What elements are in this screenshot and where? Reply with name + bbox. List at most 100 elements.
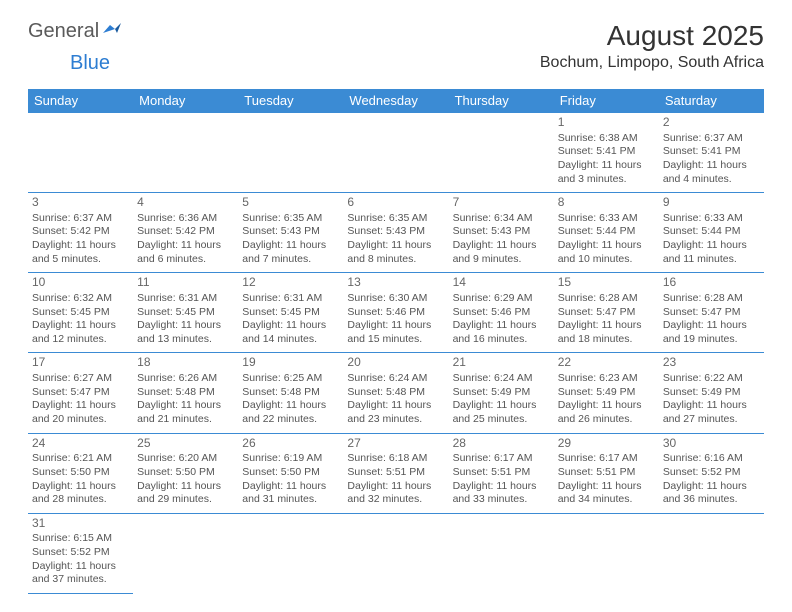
calendar-cell: [133, 113, 238, 193]
day-number: 22: [558, 355, 655, 371]
sunset-text: Sunset: 5:49 PM: [663, 386, 760, 400]
sunset-text: Sunset: 5:49 PM: [453, 386, 550, 400]
sunset-text: Sunset: 5:44 PM: [558, 225, 655, 239]
calendar-table: Sunday Monday Tuesday Wednesday Thursday…: [28, 89, 764, 594]
sunset-text: Sunset: 5:43 PM: [453, 225, 550, 239]
sunset-text: Sunset: 5:51 PM: [558, 466, 655, 480]
daylight-text: Daylight: 11 hours: [558, 239, 655, 253]
day-number: 7: [453, 195, 550, 211]
sunrise-text: Sunrise: 6:25 AM: [242, 372, 339, 386]
calendar-cell: 19Sunrise: 6:25 AMSunset: 5:48 PMDayligh…: [238, 353, 343, 433]
sunrise-text: Sunrise: 6:16 AM: [663, 452, 760, 466]
daylight-text: and 6 minutes.: [137, 253, 234, 267]
day-number: 4: [137, 195, 234, 211]
sunrise-text: Sunrise: 6:17 AM: [453, 452, 550, 466]
day-header: Thursday: [449, 89, 554, 113]
day-number: 28: [453, 436, 550, 452]
day-number: 29: [558, 436, 655, 452]
day-number: 16: [663, 275, 760, 291]
calendar-cell: 25Sunrise: 6:20 AMSunset: 5:50 PMDayligh…: [133, 433, 238, 513]
day-number: 11: [137, 275, 234, 291]
daylight-text: and 37 minutes.: [32, 573, 129, 587]
sunrise-text: Sunrise: 6:37 AM: [663, 132, 760, 146]
sunset-text: Sunset: 5:49 PM: [558, 386, 655, 400]
daylight-text: and 28 minutes.: [32, 493, 129, 507]
sunrise-text: Sunrise: 6:22 AM: [663, 372, 760, 386]
daylight-text: Daylight: 11 hours: [242, 319, 339, 333]
daylight-text: and 23 minutes.: [347, 413, 444, 427]
calendar-cell: 10Sunrise: 6:32 AMSunset: 5:45 PMDayligh…: [28, 273, 133, 353]
sunrise-text: Sunrise: 6:34 AM: [453, 212, 550, 226]
calendar-cell: 18Sunrise: 6:26 AMSunset: 5:48 PMDayligh…: [133, 353, 238, 433]
daylight-text: and 15 minutes.: [347, 333, 444, 347]
day-number: 1: [558, 115, 655, 131]
sunset-text: Sunset: 5:50 PM: [137, 466, 234, 480]
daylight-text: and 25 minutes.: [453, 413, 550, 427]
daylight-text: and 26 minutes.: [558, 413, 655, 427]
calendar-cell: 1Sunrise: 6:38 AMSunset: 5:41 PMDaylight…: [554, 113, 659, 193]
calendar-cell: 5Sunrise: 6:35 AMSunset: 5:43 PMDaylight…: [238, 193, 343, 273]
sunrise-text: Sunrise: 6:21 AM: [32, 452, 129, 466]
sunrise-text: Sunrise: 6:17 AM: [558, 452, 655, 466]
calendar-cell: 3Sunrise: 6:37 AMSunset: 5:42 PMDaylight…: [28, 193, 133, 273]
daylight-text: and 18 minutes.: [558, 333, 655, 347]
daylight-text: and 22 minutes.: [242, 413, 339, 427]
daylight-text: Daylight: 11 hours: [242, 480, 339, 494]
sunset-text: Sunset: 5:45 PM: [137, 306, 234, 320]
calendar-cell: 22Sunrise: 6:23 AMSunset: 5:49 PMDayligh…: [554, 353, 659, 433]
sunrise-text: Sunrise: 6:35 AM: [347, 212, 444, 226]
daylight-text: Daylight: 11 hours: [32, 319, 129, 333]
sunset-text: Sunset: 5:41 PM: [558, 145, 655, 159]
daylight-text: Daylight: 11 hours: [242, 239, 339, 253]
day-header: Saturday: [659, 89, 764, 113]
day-header: Monday: [133, 89, 238, 113]
day-number: 15: [558, 275, 655, 291]
calendar-cell: 20Sunrise: 6:24 AMSunset: 5:48 PMDayligh…: [343, 353, 448, 433]
calendar-cell: 17Sunrise: 6:27 AMSunset: 5:47 PMDayligh…: [28, 353, 133, 433]
calendar-cell: 12Sunrise: 6:31 AMSunset: 5:45 PMDayligh…: [238, 273, 343, 353]
calendar-cell: 16Sunrise: 6:28 AMSunset: 5:47 PMDayligh…: [659, 273, 764, 353]
sunrise-text: Sunrise: 6:28 AM: [558, 292, 655, 306]
sunset-text: Sunset: 5:48 PM: [347, 386, 444, 400]
day-number: 2: [663, 115, 760, 131]
sunrise-text: Sunrise: 6:23 AM: [558, 372, 655, 386]
day-number: 18: [137, 355, 234, 371]
daylight-text: and 4 minutes.: [663, 173, 760, 187]
day-number: 14: [453, 275, 550, 291]
sunset-text: Sunset: 5:51 PM: [453, 466, 550, 480]
calendar-row: 10Sunrise: 6:32 AMSunset: 5:45 PMDayligh…: [28, 273, 764, 353]
day-number: 21: [453, 355, 550, 371]
daylight-text: Daylight: 11 hours: [137, 239, 234, 253]
daylight-text: and 11 minutes.: [663, 253, 760, 267]
daylight-text: and 36 minutes.: [663, 493, 760, 507]
sunset-text: Sunset: 5:47 PM: [32, 386, 129, 400]
calendar-cell: 29Sunrise: 6:17 AMSunset: 5:51 PMDayligh…: [554, 433, 659, 513]
day-number: 23: [663, 355, 760, 371]
daylight-text: Daylight: 11 hours: [32, 399, 129, 413]
daylight-text: Daylight: 11 hours: [347, 319, 444, 333]
day-number: 5: [242, 195, 339, 211]
day-number: 20: [347, 355, 444, 371]
calendar-cell: 4Sunrise: 6:36 AMSunset: 5:42 PMDaylight…: [133, 193, 238, 273]
calendar-cell: 6Sunrise: 6:35 AMSunset: 5:43 PMDaylight…: [343, 193, 448, 273]
sunset-text: Sunset: 5:51 PM: [347, 466, 444, 480]
logo-text-blue: Blue: [70, 52, 110, 74]
day-number: 31: [32, 516, 129, 532]
daylight-text: and 29 minutes.: [137, 493, 234, 507]
calendar-cell: [343, 113, 448, 193]
sunset-text: Sunset: 5:42 PM: [137, 225, 234, 239]
sunrise-text: Sunrise: 6:33 AM: [663, 212, 760, 226]
daylight-text: and 3 minutes.: [558, 173, 655, 187]
day-number: 19: [242, 355, 339, 371]
calendar-cell: [343, 513, 448, 593]
calendar-cell: 21Sunrise: 6:24 AMSunset: 5:49 PMDayligh…: [449, 353, 554, 433]
sunrise-text: Sunrise: 6:35 AM: [242, 212, 339, 226]
sunrise-text: Sunrise: 6:27 AM: [32, 372, 129, 386]
calendar-cell: 30Sunrise: 6:16 AMSunset: 5:52 PMDayligh…: [659, 433, 764, 513]
calendar-row: 24Sunrise: 6:21 AMSunset: 5:50 PMDayligh…: [28, 433, 764, 513]
calendar-row: 31Sunrise: 6:15 AMSunset: 5:52 PMDayligh…: [28, 513, 764, 593]
daylight-text: and 20 minutes.: [32, 413, 129, 427]
daylight-text: and 7 minutes.: [242, 253, 339, 267]
calendar-cell: 28Sunrise: 6:17 AMSunset: 5:51 PMDayligh…: [449, 433, 554, 513]
sunset-text: Sunset: 5:48 PM: [137, 386, 234, 400]
